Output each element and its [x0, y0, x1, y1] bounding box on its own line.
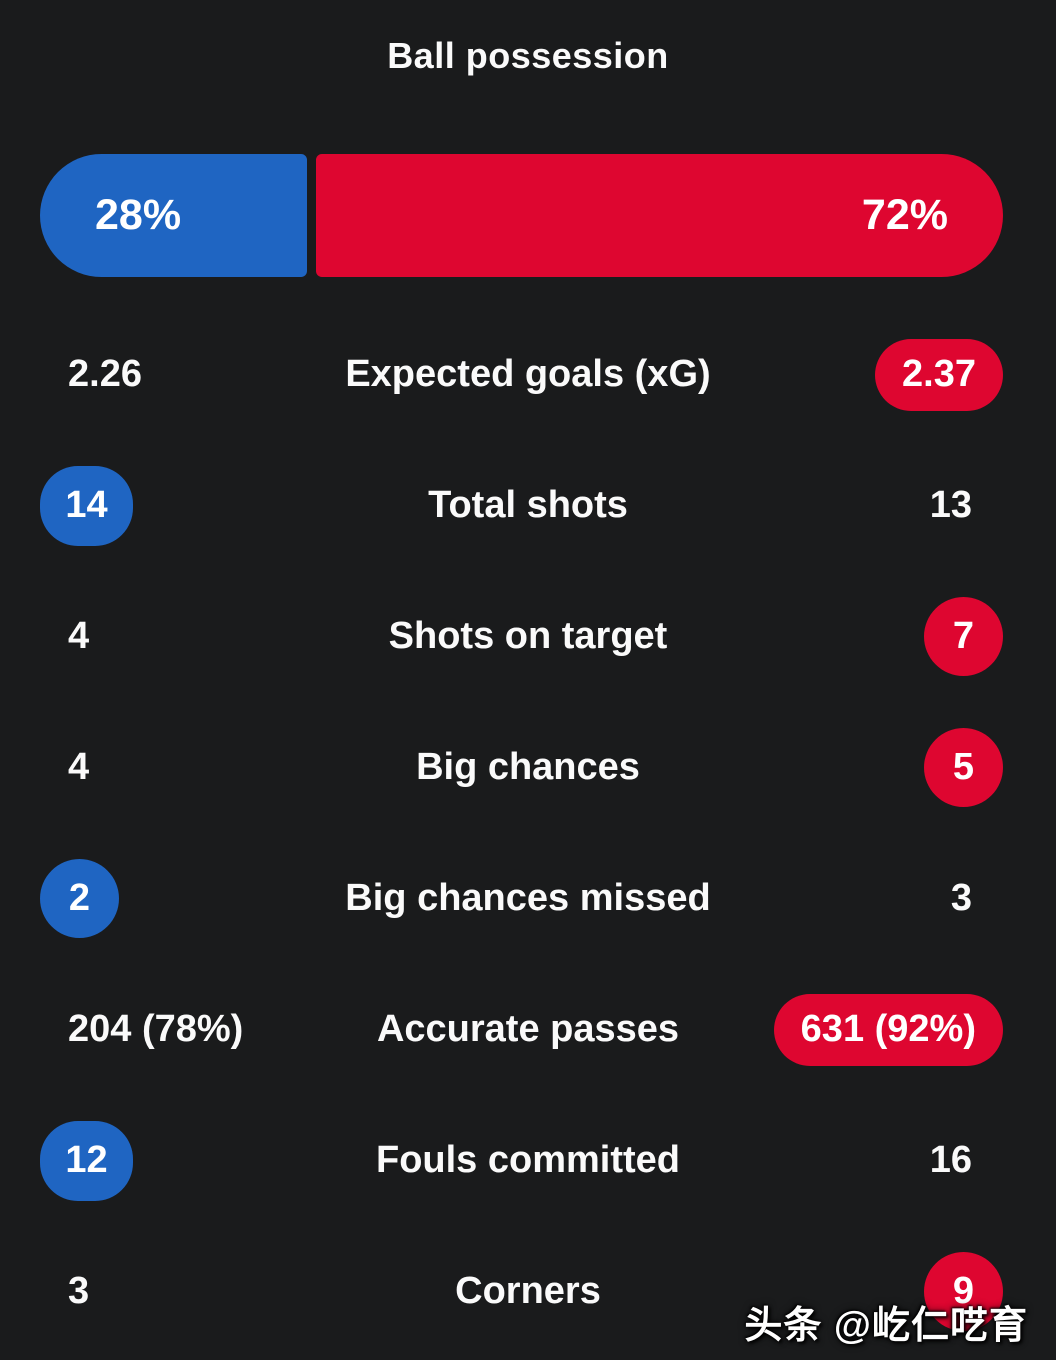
home-value-cell: 14	[0, 465, 300, 546]
away-value-cell: 16	[756, 1139, 1056, 1182]
stat-label: Big chances missed	[345, 877, 711, 920]
home-value-cell: 4	[0, 615, 300, 658]
stat-row: 3 Corners 9	[0, 1226, 1056, 1357]
possession-home-segment: 28%	[40, 154, 308, 278]
home-value-cell: 3	[0, 1270, 300, 1313]
possession-home-value: 28%	[95, 191, 182, 240]
stats-rows: 2.26 Expected goals (xG) 2.37 14 Total s…	[0, 309, 1056, 1357]
home-value: 2.26	[68, 353, 142, 396]
home-value-cell: 204 (78%)	[0, 1008, 300, 1051]
stat-label: Total shots	[428, 484, 628, 527]
away-value-cell: 13	[756, 484, 1056, 527]
away-value-cell: 2.37	[756, 338, 1056, 411]
home-value: 2	[40, 859, 119, 939]
away-value: 13	[929, 484, 972, 527]
home-value: 4	[68, 615, 90, 658]
stat-row: 2.26 Expected goals (xG) 2.37	[0, 309, 1056, 440]
home-value-cell: 2	[0, 859, 300, 939]
stat-label: Big chances	[416, 746, 640, 789]
home-value: 204 (78%)	[68, 1008, 244, 1051]
stat-row: 14 Total shots 13	[0, 440, 1056, 571]
stat-row: 4 Shots on target 7	[0, 571, 1056, 702]
home-value-cell: 12	[0, 1120, 300, 1201]
home-value: 4	[68, 746, 90, 789]
away-value: 5	[924, 728, 1003, 808]
watermark: 头条 @屹仁呓育	[744, 1305, 1028, 1347]
away-value: 2.37	[875, 338, 1003, 411]
away-value: 16	[929, 1139, 972, 1182]
possession-away-segment: 72%	[316, 154, 1003, 278]
away-value-cell: 631 (92%)	[756, 993, 1056, 1066]
away-value: 3	[950, 877, 972, 920]
away-value-cell: 7	[756, 597, 1056, 677]
possession-bar: 28% 72%	[40, 154, 1003, 278]
stat-row: 204 (78%) Accurate passes 631 (92%)	[0, 964, 1056, 1095]
away-value-cell: 5	[756, 728, 1056, 808]
home-value: 3	[68, 1270, 90, 1313]
away-value: 631 (92%)	[773, 993, 1003, 1066]
stat-label: Fouls committed	[375, 1139, 681, 1182]
home-value: 12	[40, 1120, 133, 1201]
stat-label: Accurate passes	[376, 1008, 680, 1051]
away-value-cell: 9	[756, 1252, 1056, 1332]
stat-row: 4 Big chances 5	[0, 702, 1056, 833]
stat-label: Shots on target	[388, 615, 668, 658]
away-value: 9	[924, 1252, 1003, 1332]
home-value-cell: 4	[0, 746, 300, 789]
home-value: 14	[40, 465, 133, 546]
stat-row: 12 Fouls committed 16	[0, 1095, 1056, 1226]
stat-row: 2 Big chances missed 3	[0, 833, 1056, 964]
stats-section-title: Ball possession	[387, 35, 669, 76]
stat-label: Expected goals (xG)	[345, 353, 711, 396]
possession-away-value: 72%	[861, 191, 948, 240]
away-value: 7	[924, 597, 1003, 677]
away-value-cell: 3	[756, 877, 1056, 920]
stat-label: Corners	[455, 1270, 601, 1313]
home-value-cell: 2.26	[0, 353, 300, 396]
